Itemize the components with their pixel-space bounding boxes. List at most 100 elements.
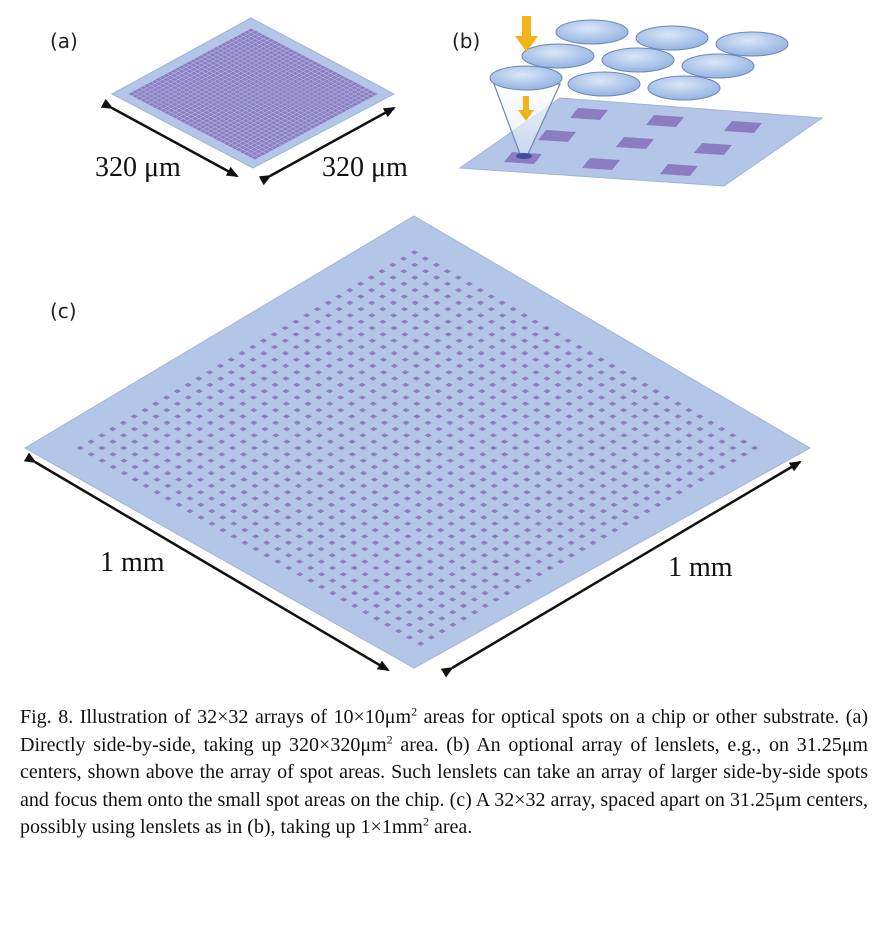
spot-area bbox=[141, 445, 150, 451]
spot-area bbox=[381, 445, 389, 451]
spot-area bbox=[707, 433, 715, 438]
spot-area bbox=[696, 414, 704, 419]
panel-c-dim-left-label: 1 mm bbox=[100, 547, 165, 578]
spot-area bbox=[405, 609, 413, 615]
spot-area bbox=[379, 319, 387, 324]
spot-area bbox=[411, 275, 419, 280]
spot-area bbox=[467, 382, 475, 388]
spot-area bbox=[272, 445, 280, 451]
spot-area bbox=[456, 376, 464, 381]
spot-area bbox=[380, 395, 388, 400]
spot-area bbox=[522, 426, 530, 432]
spot-area bbox=[663, 420, 671, 425]
spot-area bbox=[465, 281, 473, 287]
spot-area bbox=[76, 445, 85, 451]
spot-area bbox=[565, 426, 574, 432]
spot-area bbox=[566, 452, 574, 457]
spot-area bbox=[587, 414, 595, 419]
spot-area bbox=[443, 281, 452, 287]
spot-area bbox=[544, 439, 552, 444]
spot-area bbox=[422, 319, 431, 324]
spot-area bbox=[653, 439, 661, 444]
spot-area bbox=[174, 439, 182, 444]
spot-area bbox=[631, 439, 639, 444]
spot-area bbox=[271, 407, 280, 413]
spot-area bbox=[412, 338, 420, 343]
spot-area bbox=[423, 344, 431, 350]
spot-area bbox=[424, 433, 432, 438]
spot-area bbox=[424, 445, 433, 451]
spot-area bbox=[619, 382, 627, 388]
spot-area bbox=[620, 445, 628, 451]
spot-area bbox=[564, 338, 572, 343]
spot-area bbox=[553, 344, 562, 350]
spot-area bbox=[260, 363, 268, 369]
spot-area bbox=[270, 344, 279, 350]
spot-area bbox=[239, 426, 247, 432]
spot-area bbox=[391, 439, 400, 444]
spot-area bbox=[455, 351, 464, 356]
spot-area bbox=[337, 445, 346, 451]
spot-area bbox=[598, 420, 606, 425]
spot-area bbox=[238, 376, 247, 381]
spot-area bbox=[389, 300, 398, 305]
spot-area bbox=[434, 401, 443, 406]
spot-area bbox=[346, 300, 354, 305]
spot-area bbox=[380, 407, 388, 413]
spot-area bbox=[410, 250, 419, 255]
spot-area bbox=[533, 433, 541, 438]
spot-area bbox=[477, 338, 485, 343]
spot-area bbox=[465, 306, 474, 312]
caption-superscript: 2 bbox=[422, 814, 429, 829]
spot-area bbox=[335, 319, 344, 324]
spot-area bbox=[378, 306, 387, 312]
spot-area bbox=[217, 414, 225, 419]
spot-area bbox=[271, 382, 279, 388]
spot-area bbox=[427, 622, 435, 627]
spot-area bbox=[416, 616, 424, 621]
spot-area bbox=[476, 300, 485, 305]
spot-area bbox=[216, 363, 225, 369]
spot-area bbox=[718, 452, 726, 457]
spot-area bbox=[433, 325, 442, 331]
spot-area bbox=[652, 401, 660, 406]
spot-area bbox=[195, 401, 203, 406]
spot-area bbox=[498, 300, 506, 305]
spot-area bbox=[576, 407, 584, 413]
spot-area bbox=[433, 338, 442, 343]
spot-area bbox=[466, 332, 474, 337]
spot-area bbox=[195, 426, 204, 432]
spot-area bbox=[174, 426, 182, 432]
spot-area bbox=[522, 452, 531, 457]
spot-area bbox=[403, 458, 411, 463]
spot-area bbox=[313, 319, 322, 324]
spot-area bbox=[426, 572, 435, 577]
spot-area bbox=[347, 363, 355, 369]
spot-area bbox=[403, 508, 412, 514]
spot-area bbox=[718, 439, 726, 444]
spot-area bbox=[260, 389, 269, 394]
spot-area bbox=[405, 635, 414, 640]
spot-area bbox=[422, 332, 431, 337]
spot-area bbox=[414, 477, 422, 482]
spot-area bbox=[239, 401, 247, 406]
spot-area bbox=[314, 382, 323, 388]
spot-area bbox=[457, 426, 465, 432]
spot-area bbox=[130, 426, 139, 432]
spot-area bbox=[119, 420, 128, 425]
spot-area bbox=[456, 363, 464, 369]
spot-area bbox=[326, 401, 334, 406]
spot-area bbox=[416, 641, 425, 646]
spot-area bbox=[250, 420, 258, 425]
spot-area bbox=[184, 382, 192, 388]
spot-area bbox=[260, 351, 268, 356]
spot-area bbox=[405, 597, 413, 602]
spot-area bbox=[399, 256, 408, 261]
spot-area bbox=[555, 445, 563, 451]
spot-area bbox=[405, 584, 413, 590]
spot-area bbox=[315, 407, 323, 413]
spot-area bbox=[433, 313, 441, 318]
spot-area bbox=[392, 502, 401, 507]
spot-area bbox=[696, 452, 705, 457]
spot-area bbox=[292, 370, 301, 375]
